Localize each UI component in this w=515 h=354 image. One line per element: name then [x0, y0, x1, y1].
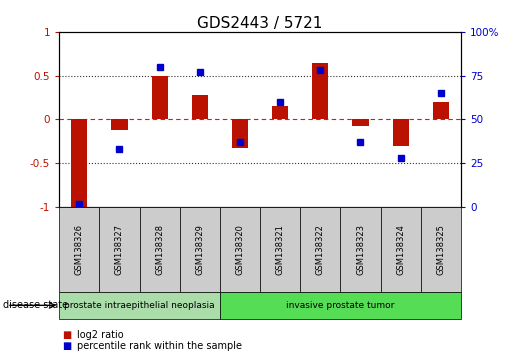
Text: disease state: disease state — [3, 300, 67, 310]
Text: GSM138320: GSM138320 — [235, 224, 245, 275]
Bar — [220, 292, 461, 319]
Bar — [300, 207, 340, 292]
Bar — [151, 76, 168, 120]
Bar — [433, 102, 449, 120]
Text: GSM138323: GSM138323 — [356, 224, 365, 275]
Text: invasive prostate tumor: invasive prostate tumor — [286, 301, 394, 310]
Text: ■: ■ — [62, 341, 71, 351]
Text: GSM138328: GSM138328 — [155, 224, 164, 275]
Bar — [99, 207, 140, 292]
Bar — [59, 292, 220, 319]
Bar — [312, 63, 329, 120]
Bar — [111, 120, 128, 130]
Bar — [192, 95, 208, 120]
Bar — [260, 207, 300, 292]
Text: GSM138327: GSM138327 — [115, 224, 124, 275]
Bar — [220, 207, 260, 292]
Bar — [352, 120, 369, 126]
Bar — [340, 207, 381, 292]
Text: GSM138329: GSM138329 — [195, 224, 204, 275]
Bar — [59, 207, 99, 292]
Text: GSM138325: GSM138325 — [436, 224, 445, 275]
Bar — [392, 120, 409, 146]
Bar — [272, 106, 288, 120]
Bar — [180, 207, 220, 292]
Bar — [140, 207, 180, 292]
Bar — [421, 207, 461, 292]
Text: GSM138326: GSM138326 — [75, 224, 84, 275]
Bar — [381, 207, 421, 292]
Text: prostate intraepithelial neoplasia: prostate intraepithelial neoplasia — [64, 301, 215, 310]
Text: percentile rank within the sample: percentile rank within the sample — [77, 341, 242, 351]
Text: ■: ■ — [62, 330, 71, 339]
Text: GSM138322: GSM138322 — [316, 224, 325, 275]
Bar — [71, 120, 88, 207]
Text: log2 ratio: log2 ratio — [77, 330, 124, 339]
Text: GSM138324: GSM138324 — [396, 224, 405, 275]
Text: GDS2443 / 5721: GDS2443 / 5721 — [197, 16, 323, 31]
Bar — [232, 120, 248, 148]
Text: GSM138321: GSM138321 — [276, 224, 285, 275]
